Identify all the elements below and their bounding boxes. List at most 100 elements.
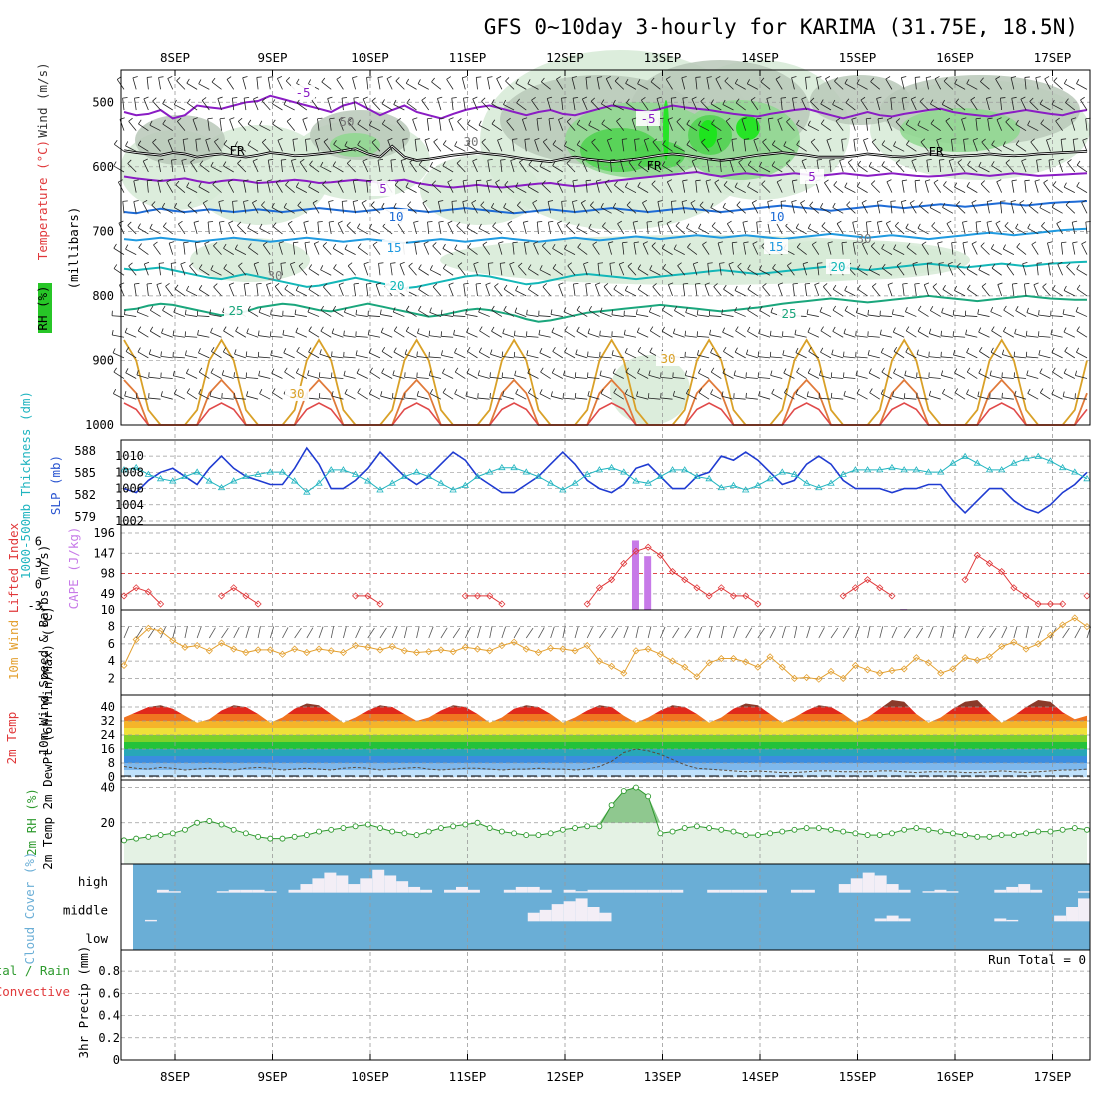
- wind-barb-flag: [1025, 330, 1028, 336]
- wind-barb: [575, 397, 588, 400]
- dewpoint-line: [123, 748, 1088, 774]
- wind-barb-flag: [478, 347, 482, 353]
- wind-barb-flag: [617, 220, 622, 225]
- li-marker: [998, 567, 1006, 576]
- wind-barb: [219, 222, 222, 235]
- wind-barb-flag: [686, 140, 690, 145]
- wind-barb: [396, 121, 405, 131]
- wind-barb-flag: [1066, 262, 1071, 267]
- wind-barb: [632, 222, 637, 235]
- wind-barb: [485, 284, 491, 297]
- wind-barb: [497, 140, 503, 152]
- wind-barb: [733, 397, 746, 400]
- wind-barb-flag: [186, 78, 190, 84]
- ylabel-rh: RH (%): [35, 285, 50, 330]
- rh-marker: [267, 835, 274, 842]
- wind-barb: [503, 288, 515, 297]
- wind-barb-flag: [1006, 262, 1012, 266]
- wind-barb-flag: [149, 223, 153, 229]
- wind-barb-flag: [826, 137, 832, 141]
- wind-barb-flag: [299, 158, 305, 163]
- li-marker: [681, 576, 689, 584]
- wind-barb: [600, 207, 612, 214]
- wind-barb: [308, 268, 320, 276]
- wind-barb-flag: [1081, 199, 1087, 203]
- wind-barb: [980, 245, 990, 255]
- wind-barb: [541, 81, 551, 90]
- wind-barb-flag: [917, 223, 921, 229]
- wind-barb-flag: [851, 117, 857, 120]
- wind-barb-flag: [624, 182, 629, 188]
- wind-barb: [441, 314, 454, 317]
- wind-barb: [1038, 354, 1051, 359]
- wind-barb-flag: [199, 160, 204, 165]
- rh-tick: 40: [101, 781, 115, 795]
- wind-barb: [430, 166, 442, 173]
- wind-barb-flag: [906, 242, 911, 248]
- wind-barb: [504, 184, 515, 193]
- wind-barb: [536, 118, 539, 131]
- wind-barb-flag: [295, 327, 299, 333]
- wind-barb: [829, 160, 832, 173]
- wind-barb: [892, 313, 905, 317]
- wind-barb: [393, 104, 405, 111]
- wind-barb-flag: [122, 200, 128, 202]
- wind10m-line: [123, 617, 1088, 680]
- wind-barb: [381, 332, 393, 338]
- wind-barb: [1031, 244, 1039, 255]
- wind-barb: [747, 309, 759, 317]
- wind-barb: [366, 77, 369, 90]
- wind-barb-flag: [540, 367, 544, 373]
- wind-barb: [465, 395, 478, 400]
- wind-barb: [538, 334, 551, 338]
- wind-barb-flag: [905, 326, 910, 331]
- wind-barb-flag: [259, 120, 263, 126]
- wind-barb-flag: [945, 117, 951, 122]
- wind-barb-flag: [741, 117, 747, 120]
- wind10m-marker: [1071, 614, 1079, 622]
- wind-barb: [1015, 227, 1027, 235]
- wind-barb: [252, 160, 259, 173]
- wind-barb-flag: [558, 282, 564, 286]
- wind-barb: [928, 356, 941, 359]
- wind-barb: [1043, 182, 1051, 193]
- wind-barb-flag: [485, 282, 491, 285]
- wind-barb-flag: [880, 347, 884, 353]
- wind-barb: [591, 141, 600, 152]
- wind-barb: [146, 283, 149, 296]
- wind-barb: [681, 77, 686, 90]
- wind-barb: [243, 98, 247, 111]
- wind-barb: [852, 242, 856, 255]
- wind-barb-flag: [190, 158, 195, 163]
- wind-barb: [142, 202, 149, 214]
- wind-barb-flag: [747, 160, 752, 166]
- wind-barb: [857, 288, 868, 297]
- wind-barb-flag: [995, 220, 1001, 224]
- li-marker: [754, 600, 762, 608]
- wind-barb: [599, 356, 612, 359]
- wind-barb: [734, 290, 746, 297]
- wind-barb-flag: [881, 140, 886, 145]
- cloud-row-label: high: [78, 874, 108, 889]
- wind-barb-flag: [769, 330, 772, 336]
- wind10m-barb: [806, 626, 811, 639]
- wind-barb-flag: [627, 262, 632, 267]
- wind-barb-flag: [1061, 138, 1067, 140]
- wind-barb-flag: [515, 285, 519, 291]
- rh-shade-mid: [135, 115, 225, 165]
- wind-barb-flag: [710, 367, 715, 373]
- wind10m-barb: [635, 626, 639, 639]
- wind-barb: [319, 353, 332, 359]
- wind-barb-flag: [1001, 349, 1005, 355]
- wind-barb-flag: [881, 161, 885, 166]
- wind-barb-flag: [418, 264, 422, 269]
- wind-barb-flag: [817, 262, 823, 264]
- wind-barb: [443, 144, 454, 152]
- wind-barb: [886, 119, 893, 131]
- wind-barb: [1081, 202, 1088, 214]
- wind-barb: [247, 144, 259, 152]
- wind-barb: [125, 145, 137, 152]
- wind-barb: [150, 330, 161, 338]
- wind-barb-flag: [475, 282, 482, 285]
- wind-barb-flag: [980, 77, 984, 82]
